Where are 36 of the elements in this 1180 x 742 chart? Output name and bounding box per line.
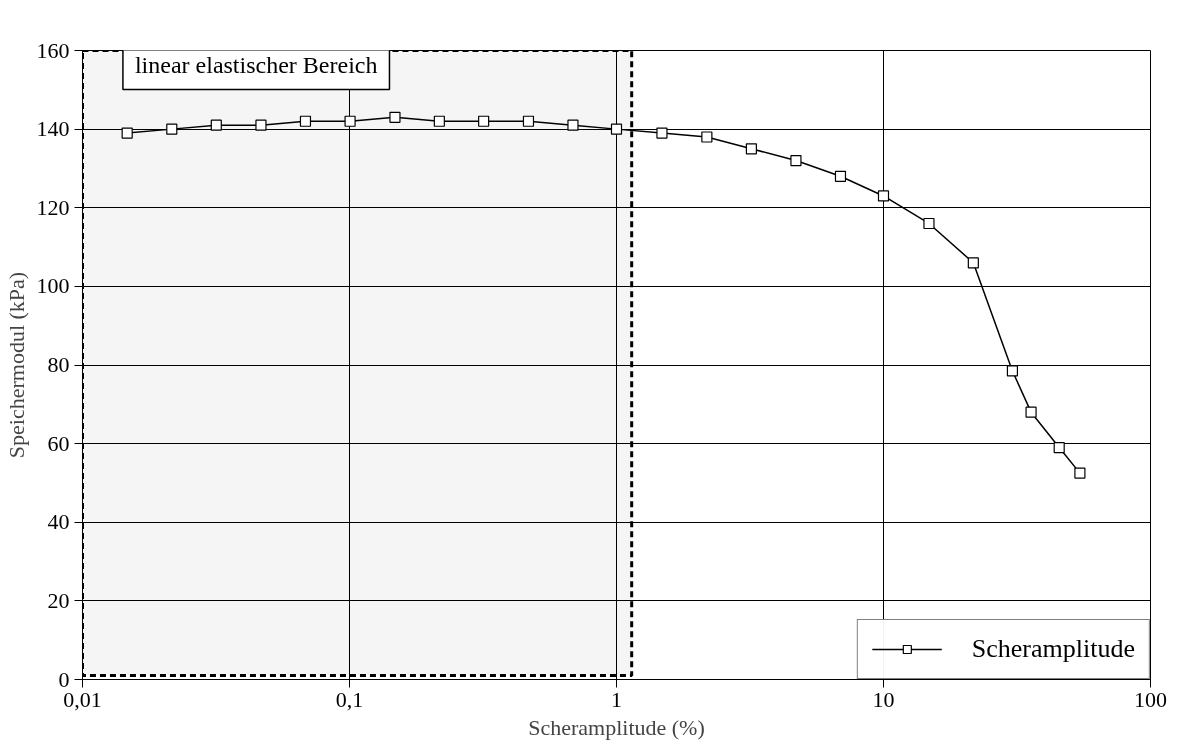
point — [121, 127, 133, 139]
x-tick-label: 1 — [611, 686, 622, 712]
x-tick-label: 10 — [872, 686, 895, 712]
band-label: linear elastischer Bereich — [134, 51, 378, 78]
point — [834, 170, 847, 182]
point — [166, 123, 178, 135]
point — [478, 115, 490, 127]
point — [389, 111, 401, 123]
point — [923, 217, 935, 230]
y-tick-label: 160 — [36, 37, 70, 63]
point — [877, 190, 890, 202]
point — [299, 115, 312, 127]
x-tick-label: 100 — [1134, 686, 1167, 712]
y-tick-label: 20 — [47, 587, 70, 613]
point — [522, 115, 535, 127]
point — [610, 123, 623, 135]
y-tick-label: 40 — [47, 509, 70, 535]
point — [656, 127, 668, 139]
point — [745, 143, 757, 155]
y-tick-label: 100 — [36, 273, 70, 299]
point — [433, 115, 445, 127]
y-tick-label: 80 — [47, 352, 70, 377]
y-tick-label: 140 — [36, 116, 70, 142]
y-axis-title: Speichermodul (kPa) — [3, 271, 29, 459]
legend-label: Scheramplitude — [971, 634, 1135, 664]
x-tick-label: 0,1 — [335, 686, 364, 712]
point — [790, 154, 802, 167]
point — [567, 119, 579, 131]
point — [210, 119, 222, 131]
y-tick-label: 60 — [47, 430, 70, 456]
point — [255, 119, 267, 131]
point — [344, 115, 356, 127]
y-tick-label: 120 — [36, 194, 70, 220]
point — [701, 131, 713, 143]
x-axis-title: Scheramplitude (%) — [528, 714, 705, 740]
point — [967, 257, 979, 269]
